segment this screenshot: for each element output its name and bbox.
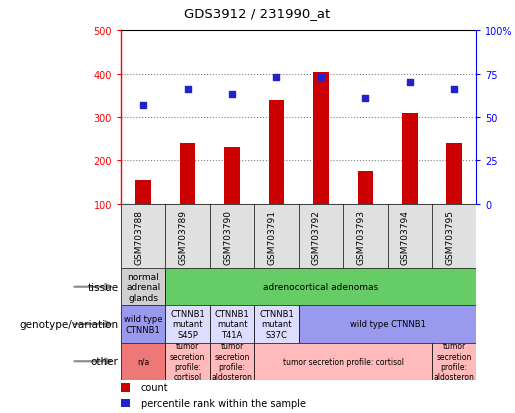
Text: adrenocortical adenomas: adrenocortical adenomas xyxy=(263,282,379,292)
Bar xyxy=(269,101,284,204)
Bar xyxy=(210,343,254,380)
Text: GSM703791: GSM703791 xyxy=(267,209,277,264)
Bar xyxy=(225,148,240,204)
Text: tumor
secretion
profile:
aldosteron: tumor secretion profile: aldosteron xyxy=(212,341,252,382)
Point xyxy=(361,95,369,102)
Point xyxy=(139,102,147,109)
Bar xyxy=(135,180,151,204)
Bar xyxy=(432,343,476,380)
Bar xyxy=(165,343,210,380)
Text: wild type CTNNB1: wild type CTNNB1 xyxy=(350,320,425,329)
Bar xyxy=(254,343,432,380)
Bar xyxy=(121,383,130,392)
Text: tumor secretion profile: cortisol: tumor secretion profile: cortisol xyxy=(283,357,404,366)
Point xyxy=(450,87,458,93)
Text: tissue: tissue xyxy=(88,282,118,292)
Text: GSM703792: GSM703792 xyxy=(312,209,321,264)
Text: other: other xyxy=(91,356,118,366)
Text: CTNNB1
mutant
S37C: CTNNB1 mutant S37C xyxy=(259,309,294,339)
Text: n/a: n/a xyxy=(137,357,149,366)
Bar xyxy=(121,343,165,380)
Text: normal
adrenal
glands: normal adrenal glands xyxy=(126,272,160,302)
Point xyxy=(317,74,325,81)
Text: wild type
CTNNB1: wild type CTNNB1 xyxy=(124,315,163,334)
Text: GSM703789: GSM703789 xyxy=(179,209,187,264)
Bar xyxy=(180,144,195,204)
Text: percentile rank within the sample: percentile rank within the sample xyxy=(141,398,305,408)
Bar xyxy=(121,399,130,407)
Point xyxy=(406,80,414,86)
Text: GSM703795: GSM703795 xyxy=(445,209,454,264)
Bar xyxy=(299,306,476,343)
Text: GSM703793: GSM703793 xyxy=(356,209,365,264)
Text: GDS3912 / 231990_at: GDS3912 / 231990_at xyxy=(184,7,331,20)
Text: GSM703790: GSM703790 xyxy=(223,209,232,264)
Text: tumor
secretion
profile:
aldosteron: tumor secretion profile: aldosteron xyxy=(434,341,475,382)
Text: count: count xyxy=(141,382,168,392)
Text: genotype/variation: genotype/variation xyxy=(20,319,118,329)
Point xyxy=(272,74,281,81)
Text: CTNNB1
mutant
T41A: CTNNB1 mutant T41A xyxy=(215,309,249,339)
Bar xyxy=(121,268,165,306)
Bar xyxy=(254,306,299,343)
Bar xyxy=(447,144,462,204)
Bar xyxy=(210,306,254,343)
Bar xyxy=(165,306,210,343)
Bar xyxy=(357,172,373,204)
Point xyxy=(183,87,192,93)
Bar xyxy=(402,113,418,204)
Text: tumor
secretion
profile:
cortisol: tumor secretion profile: cortisol xyxy=(170,341,205,382)
Text: GSM703788: GSM703788 xyxy=(134,209,143,264)
Bar xyxy=(121,306,165,343)
Bar xyxy=(165,268,476,306)
Point xyxy=(228,92,236,98)
Text: GSM703794: GSM703794 xyxy=(401,209,410,264)
Text: CTNNB1
mutant
S45P: CTNNB1 mutant S45P xyxy=(170,309,205,339)
Bar xyxy=(313,73,329,204)
